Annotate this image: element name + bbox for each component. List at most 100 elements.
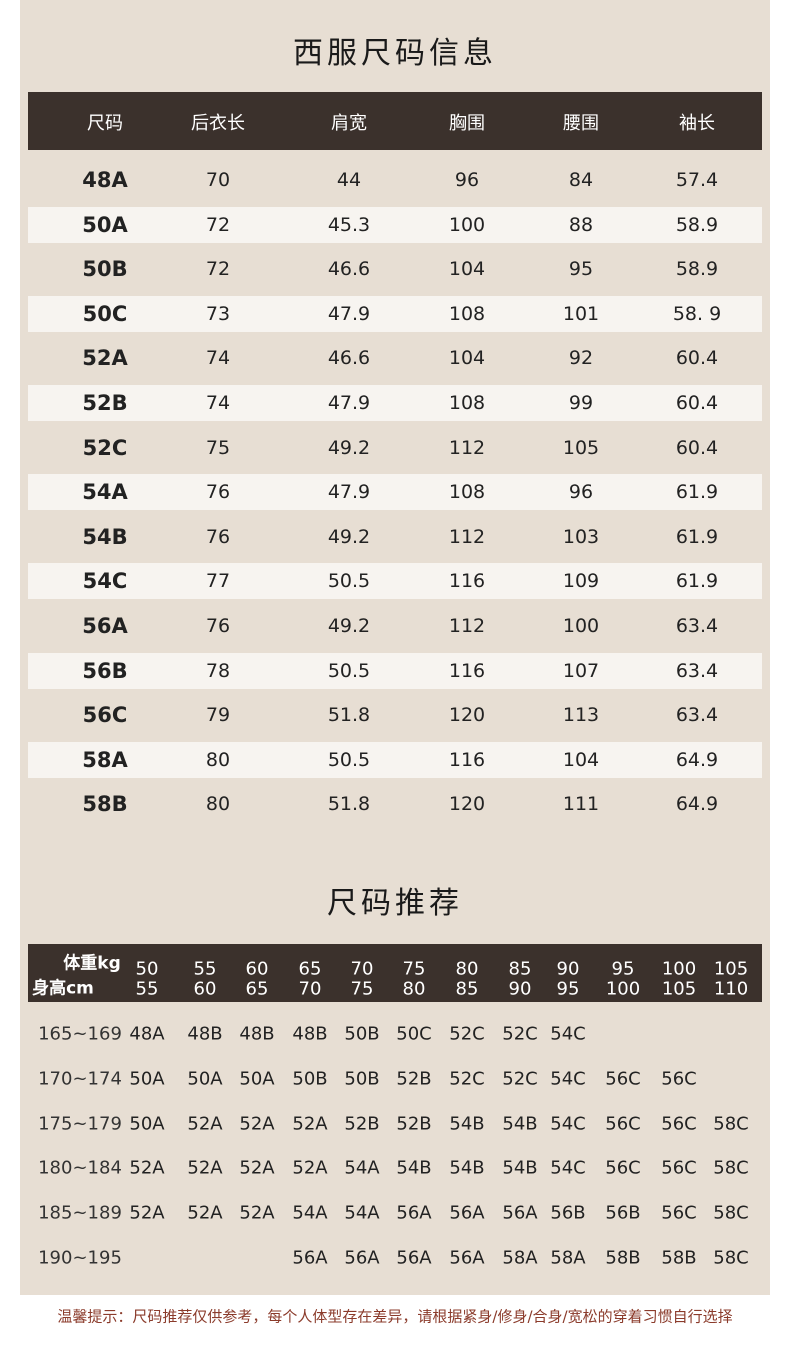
- size-label: 58A: [82, 747, 128, 772]
- height-label: 165~169: [38, 1023, 122, 1045]
- size-cell: 54B: [502, 1157, 538, 1179]
- size-cell: 52A: [239, 1113, 275, 1135]
- cell: 101: [562, 302, 600, 325]
- size-cell: 58C: [713, 1157, 749, 1179]
- cell: 120: [448, 793, 486, 816]
- cell: 107: [562, 659, 600, 682]
- cell: 49.2: [327, 525, 371, 548]
- cell: 96: [454, 169, 480, 191]
- size-cell: 48A: [129, 1023, 165, 1045]
- height-label: 175~179: [38, 1113, 122, 1135]
- row-stripe: [28, 206, 762, 243]
- cell: 96: [568, 481, 594, 504]
- cell: 104: [448, 258, 486, 281]
- size-cell: 56C: [661, 1157, 697, 1179]
- header-cell: 胸围: [449, 113, 485, 134]
- size-cell: 48B: [187, 1023, 223, 1045]
- size-label: 54B: [82, 524, 128, 549]
- cell: 79: [205, 704, 231, 727]
- cell: 75: [205, 436, 231, 459]
- cell: 80: [205, 748, 231, 771]
- weight-to: 85: [455, 978, 479, 1000]
- cell: 108: [448, 481, 486, 504]
- cell: 112: [448, 525, 486, 548]
- weight-to: 105: [661, 978, 697, 1000]
- weight-from: 90: [556, 958, 580, 980]
- size-cell: 50A: [187, 1068, 223, 1090]
- cell: 111: [562, 793, 600, 816]
- size-cell: 52A: [292, 1157, 328, 1179]
- weight-to: 55: [135, 978, 159, 1000]
- size-cell: 56B: [550, 1202, 586, 1224]
- size-label: 56A: [82, 614, 128, 638]
- cell: 80: [205, 793, 231, 816]
- cell: 74: [205, 392, 231, 414]
- size-cell: 50C: [396, 1023, 432, 1045]
- size-cell: 58A: [502, 1247, 538, 1269]
- cell: 109: [562, 570, 600, 593]
- weight-from: 70: [350, 958, 374, 980]
- size-cell: 54B: [396, 1157, 432, 1179]
- weight-to: 75: [350, 978, 374, 1000]
- cell: 100: [448, 213, 486, 236]
- size-cell: 58C: [713, 1202, 749, 1224]
- cell: 99: [568, 392, 594, 414]
- cell: 58.9: [675, 213, 719, 236]
- cell: 47.9: [327, 302, 371, 325]
- size-cell: 56A: [449, 1202, 485, 1224]
- cell: 64.9: [675, 793, 719, 816]
- note: 温馨提示：尺码推荐仅供参考，每个人体型存在差异，请根据紧身/修身/合身/宽松的穿…: [57, 1307, 733, 1326]
- cell: 46.6: [327, 258, 371, 281]
- size-cell: 50B: [344, 1023, 380, 1045]
- cell: 50.5: [327, 659, 371, 682]
- size-cell: 56C: [661, 1113, 697, 1135]
- cell: 60.4: [675, 347, 719, 370]
- cell: 76: [205, 525, 231, 548]
- cell: 58. 9: [672, 302, 722, 325]
- size-cell: 54A: [292, 1202, 328, 1224]
- size-cell: 56A: [396, 1247, 432, 1269]
- cell: 76: [205, 481, 231, 504]
- cell: 103: [562, 525, 600, 548]
- size-cell: 50B: [344, 1068, 380, 1090]
- cell: 46.6: [327, 347, 371, 370]
- cell: 77: [205, 570, 231, 593]
- size-cell: 54B: [449, 1113, 485, 1135]
- size-cell: 56A: [344, 1247, 380, 1269]
- size-cell: 52A: [239, 1157, 275, 1179]
- cell: 73: [205, 302, 231, 325]
- size-cell: 58C: [713, 1247, 749, 1269]
- cell: 78: [205, 659, 231, 682]
- size-cell: 58A: [550, 1247, 586, 1269]
- size-cell: 58B: [661, 1247, 697, 1269]
- panel: [20, 0, 770, 1295]
- header-cell: 尺码: [87, 113, 123, 134]
- size-cell: 50A: [129, 1068, 165, 1090]
- cell: 50.5: [327, 570, 371, 593]
- row-stripe: [28, 563, 762, 600]
- size-cell: 52B: [396, 1113, 432, 1135]
- corner-height: 身高cm: [32, 978, 94, 999]
- cell: 95: [568, 258, 594, 281]
- weight-from: 95: [611, 958, 635, 980]
- size-cell: 54B: [502, 1113, 538, 1135]
- cell: 116: [448, 748, 486, 771]
- weight-from: 80: [455, 958, 479, 980]
- cell: 112: [448, 436, 486, 459]
- weight-from: 105: [713, 958, 749, 980]
- cell: 61.9: [675, 525, 719, 548]
- header-cell: 肩宽: [331, 113, 367, 134]
- header-cell: 袖长: [679, 113, 715, 134]
- header-bar: [28, 92, 762, 150]
- size-cell: 54C: [550, 1113, 586, 1135]
- size-cell: 54A: [344, 1157, 380, 1179]
- size-cell: 52A: [239, 1202, 275, 1224]
- size-cell: 56C: [605, 1113, 641, 1135]
- size-cell: 56B: [605, 1202, 641, 1224]
- size-cell: 52C: [502, 1068, 538, 1090]
- cell: 116: [448, 570, 486, 593]
- size-cell: 58C: [713, 1113, 749, 1135]
- title: 西服尺码信息: [293, 36, 497, 71]
- cell: 72: [205, 258, 231, 281]
